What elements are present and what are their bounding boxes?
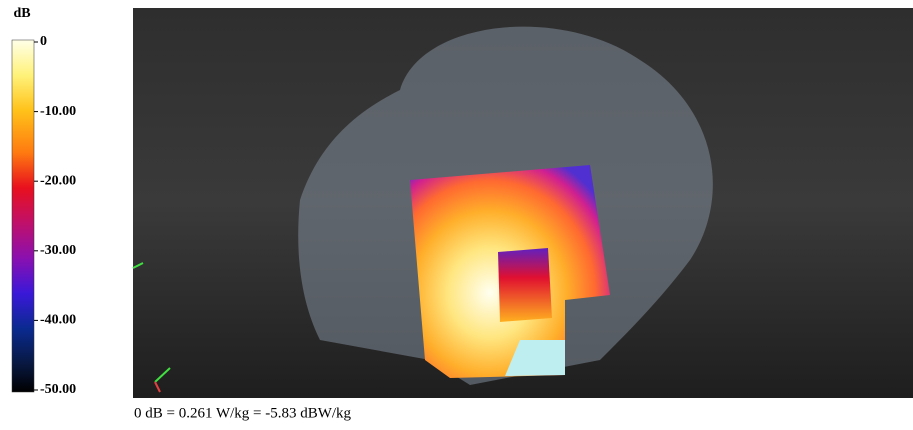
tick-label: -40.00 bbox=[40, 313, 76, 328]
tick-label: -20.00 bbox=[40, 173, 76, 188]
colorbar: dB 0 -10.00 -20.00 -30.00 -40.00 -50.00 bbox=[11, 6, 76, 397]
colorbar-unit: dB bbox=[13, 6, 30, 21]
colorbar-scale bbox=[11, 39, 35, 393]
caption: 0 dB = 0.261 W/kg = -5.83 dBW/kg bbox=[134, 405, 352, 421]
render-view bbox=[132, 8, 913, 398]
tick-label: -30.00 bbox=[40, 243, 76, 258]
tick-label: -10.00 bbox=[40, 104, 76, 119]
tick-label: 0 bbox=[40, 34, 47, 49]
tick-label: -50.00 bbox=[40, 382, 76, 397]
